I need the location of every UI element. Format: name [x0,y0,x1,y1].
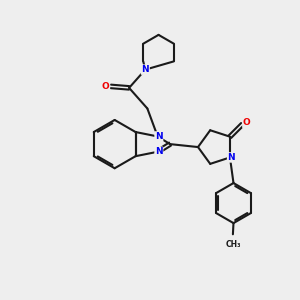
Text: N: N [155,132,163,141]
Text: N: N [228,153,235,162]
Text: N: N [142,65,149,74]
Text: O: O [102,82,110,91]
Text: CH₃: CH₃ [225,240,241,249]
Text: O: O [243,118,250,127]
Text: N: N [155,147,163,156]
